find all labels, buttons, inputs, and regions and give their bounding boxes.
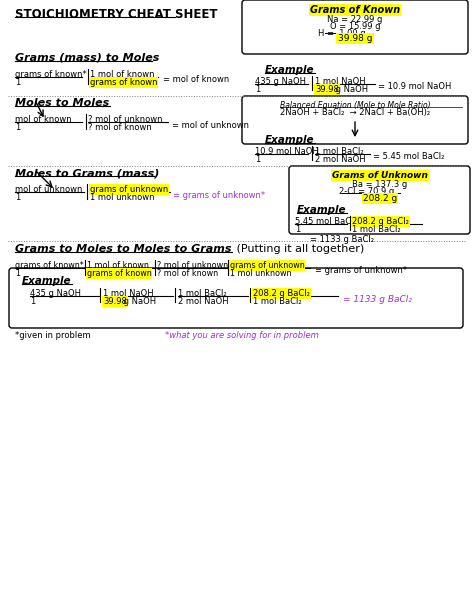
Text: 1 mol NaOH: 1 mol NaOH: [103, 289, 154, 298]
Text: g NaOH: g NaOH: [333, 85, 368, 94]
Text: = 5.45 mol BaCl₂: = 5.45 mol BaCl₂: [373, 152, 444, 161]
Text: 1 mol of known: 1 mol of known: [90, 70, 155, 79]
Text: *given in problem: *given in problem: [15, 331, 91, 340]
Text: Example: Example: [265, 65, 315, 75]
Text: 1 mol BaCl₂: 1 mol BaCl₂: [315, 147, 364, 156]
Text: 5.45 mol BaCl₂: 5.45 mol BaCl₂: [295, 217, 357, 226]
Text: g NaOH: g NaOH: [121, 297, 156, 306]
FancyBboxPatch shape: [242, 96, 468, 144]
Text: 1 mol unknown: 1 mol unknown: [230, 269, 292, 278]
Text: = 1133 g BaCl₂: = 1133 g BaCl₂: [310, 235, 374, 244]
Text: Grams of Unknown: Grams of Unknown: [332, 171, 428, 180]
Text: 1: 1: [295, 225, 300, 234]
Text: 1: 1: [15, 193, 20, 202]
Text: grams of known: grams of known: [90, 78, 157, 87]
Text: 2 mol NaOH: 2 mol NaOH: [315, 155, 365, 164]
Text: Moles to Moles: Moles to Moles: [15, 98, 109, 108]
Text: 208.2 g BaCl₂: 208.2 g BaCl₂: [352, 217, 409, 226]
Text: mol of unknown: mol of unknown: [15, 185, 82, 194]
Text: Example: Example: [297, 205, 346, 215]
Text: Grams (mass) to Moles: Grams (mass) to Moles: [15, 53, 159, 63]
Text: 208.2 g BaCl₂: 208.2 g BaCl₂: [253, 289, 310, 298]
Text: 39.98: 39.98: [315, 85, 339, 94]
Text: STOICHIOMETRY CHEAT SHEET: STOICHIOMETRY CHEAT SHEET: [15, 8, 218, 21]
FancyBboxPatch shape: [289, 166, 470, 234]
Text: ? mol of unknown: ? mol of unknown: [88, 115, 163, 124]
Text: 435 g NaOH: 435 g NaOH: [30, 289, 81, 298]
Text: grams of unknown: grams of unknown: [230, 261, 305, 270]
Text: = grams of unknown*: = grams of unknown*: [315, 266, 407, 275]
Text: Grams to Moles to Moles to Grams: Grams to Moles to Moles to Grams: [15, 244, 231, 254]
Text: grams of unknown: grams of unknown: [90, 185, 168, 194]
Text: 2NaOH + BaCl₂  → 2NaCl + Ba(OH)₂: 2NaOH + BaCl₂ → 2NaCl + Ba(OH)₂: [280, 108, 430, 117]
Text: Na = 22.99 g: Na = 22.99 g: [328, 15, 383, 24]
Text: O = 15.99 g: O = 15.99 g: [330, 22, 380, 31]
Text: 2 mol NaOH: 2 mol NaOH: [178, 297, 228, 306]
Text: Example: Example: [22, 276, 72, 286]
Text: 1: 1: [15, 78, 20, 87]
FancyBboxPatch shape: [242, 0, 468, 54]
Text: 1: 1: [30, 297, 35, 306]
Text: 1: 1: [15, 123, 20, 132]
Text: = 10.9 mol NaOH: = 10.9 mol NaOH: [378, 82, 451, 91]
Text: Balanced Equation (Mole to Mole Ratio): Balanced Equation (Mole to Mole Ratio): [280, 101, 430, 110]
Text: 435 g NaOH: 435 g NaOH: [255, 77, 306, 86]
Text: Ba = 137.3 g: Ba = 137.3 g: [352, 180, 408, 189]
Text: ? mol of known: ? mol of known: [88, 123, 152, 132]
FancyBboxPatch shape: [9, 268, 463, 328]
Text: 39.98: 39.98: [103, 297, 127, 306]
Text: grams of known: grams of known: [87, 269, 152, 278]
Text: = mol of unknown: = mol of unknown: [172, 121, 249, 130]
Text: grams of known*: grams of known*: [15, 261, 84, 270]
Text: *what you are solving for in problem: *what you are solving for in problem: [165, 331, 319, 340]
Text: 2-Cl = 70.9 g: 2-Cl = 70.9 g: [339, 187, 395, 196]
Text: 39.98 g: 39.98 g: [338, 34, 372, 43]
Text: 1 mol unknown: 1 mol unknown: [90, 193, 155, 202]
Text: 1 mol BaCl₂: 1 mol BaCl₂: [253, 297, 301, 306]
Text: Moles to Grams (mass): Moles to Grams (mass): [15, 168, 159, 178]
Text: 1: 1: [255, 155, 260, 164]
Text: = 1133 g BaCl₂: = 1133 g BaCl₂: [343, 295, 412, 304]
Text: grams of known*: grams of known*: [15, 70, 87, 79]
Text: Example: Example: [265, 135, 315, 145]
Text: = grams of unknown*: = grams of unknown*: [173, 191, 265, 200]
Text: 1 mol BaCl₂: 1 mol BaCl₂: [178, 289, 227, 298]
Text: ? mol of known: ? mol of known: [157, 269, 218, 278]
Text: 1 mol NaOH: 1 mol NaOH: [315, 77, 365, 86]
Text: (Putting it all together): (Putting it all together): [233, 244, 364, 254]
Text: Grams of Known: Grams of Known: [310, 5, 400, 15]
Text: 1: 1: [255, 85, 260, 94]
Text: H =  1.00 g: H = 1.00 g: [318, 28, 366, 37]
Text: 10.9 mol NaOH: 10.9 mol NaOH: [255, 147, 319, 156]
Text: mol of known: mol of known: [15, 115, 72, 124]
Text: ? mol of unknown: ? mol of unknown: [157, 261, 228, 270]
Text: = mol of known: = mol of known: [163, 75, 229, 84]
Text: 208.2 g: 208.2 g: [363, 194, 397, 203]
Text: 1 mol of known: 1 mol of known: [87, 261, 149, 270]
Text: 1 mol BaCl₂: 1 mol BaCl₂: [352, 225, 401, 234]
Text: 1: 1: [15, 269, 20, 278]
